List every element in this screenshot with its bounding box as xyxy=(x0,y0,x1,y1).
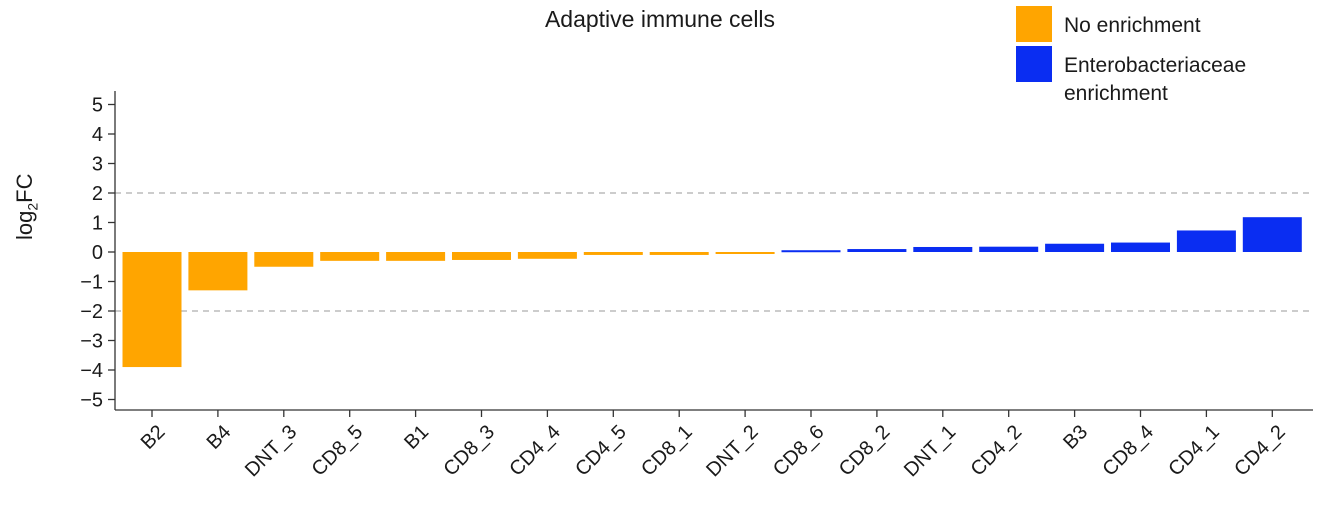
x-tick-label: CD8_4 xyxy=(1098,421,1158,481)
x-tick-label: B3 xyxy=(1059,421,1092,454)
bar xyxy=(1176,230,1236,252)
x-tick-label: CD4_2 xyxy=(1230,421,1290,481)
x-tick-label: DNT_1 xyxy=(900,421,960,481)
x-tick-label: CD4_2 xyxy=(967,421,1027,481)
bar xyxy=(320,252,380,261)
x-tick-label: CD4_4 xyxy=(505,421,565,481)
bar xyxy=(781,250,841,253)
y-tick-label: −3 xyxy=(80,331,103,353)
x-tick-label: CD8_5 xyxy=(308,421,368,481)
y-tick-label: −4 xyxy=(80,360,103,382)
bar xyxy=(847,249,907,252)
legend-label-line-1: Enterobacteriaceae xyxy=(1064,54,1247,77)
y-tick-label: 2 xyxy=(92,183,103,205)
legend-label-enterobacteriaceae: Enterobacteriaceae enrichment xyxy=(1064,52,1246,108)
bar xyxy=(715,252,775,254)
x-tick-label: B4 xyxy=(203,421,236,454)
y-tick-label: 1 xyxy=(92,213,103,235)
bar xyxy=(1045,243,1105,252)
y-tick-label: 3 xyxy=(92,154,103,176)
bar xyxy=(254,252,314,267)
x-tick-label: CD4_5 xyxy=(571,421,631,481)
bar xyxy=(452,252,511,260)
x-tick-label: CD8_1 xyxy=(637,421,697,481)
bar xyxy=(188,252,248,291)
y-tick-label: 4 xyxy=(92,124,103,146)
bar xyxy=(122,252,182,368)
x-tick-label: B1 xyxy=(400,421,433,454)
legend-label-no-enrichment: No enrichment xyxy=(1064,14,1201,37)
bar xyxy=(517,252,577,259)
bar xyxy=(979,246,1039,252)
x-tick-label: CD8_2 xyxy=(835,421,895,481)
bar xyxy=(1111,242,1170,252)
x-tick-label: CD8_3 xyxy=(439,421,499,481)
x-tick-label: CD8_6 xyxy=(769,421,829,481)
bar xyxy=(649,252,709,255)
x-tick-label: B2 xyxy=(137,421,170,454)
x-tick-label: CD4_1 xyxy=(1164,421,1224,481)
bar xyxy=(913,246,973,252)
bar xyxy=(1242,217,1302,252)
x-tick-label: DNT_2 xyxy=(702,421,762,481)
legend-swatch-enterobacteriaceae xyxy=(1016,46,1052,82)
bar xyxy=(386,252,446,261)
y-tick-label: −1 xyxy=(80,272,103,294)
legend-label-line-2: enrichment xyxy=(1064,82,1168,105)
y-tick-label: 0 xyxy=(92,242,103,264)
y-tick-label: −2 xyxy=(80,301,103,323)
chart-title: Adaptive immune cells xyxy=(544,6,776,32)
y-tick-label: −5 xyxy=(80,390,103,412)
bar xyxy=(583,252,643,255)
y-tick-label: 5 xyxy=(92,95,103,117)
legend-swatch-no-enrichment xyxy=(1016,6,1052,42)
x-tick-label: DNT_3 xyxy=(241,421,301,481)
